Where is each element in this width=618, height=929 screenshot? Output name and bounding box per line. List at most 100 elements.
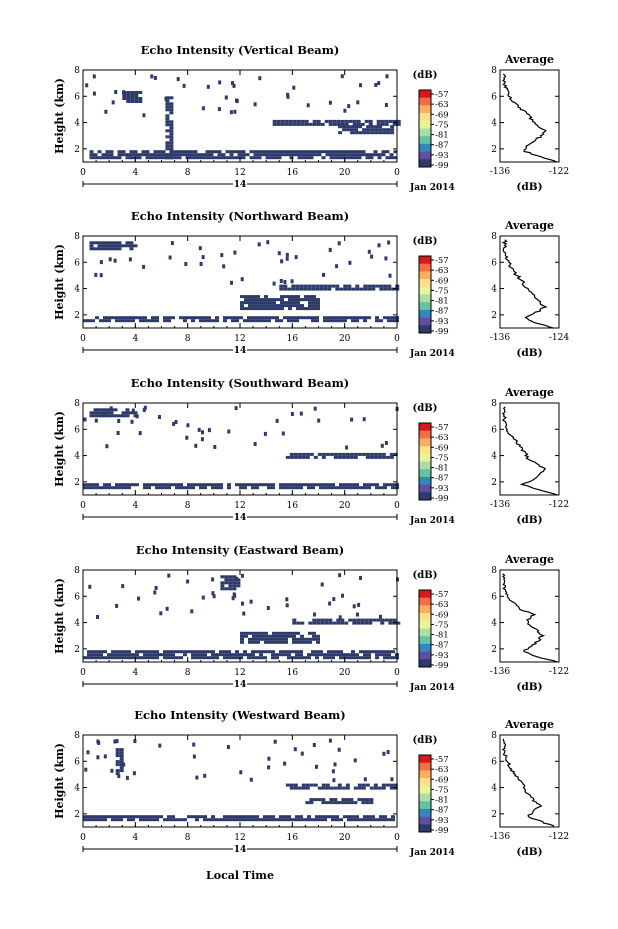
echo-cell: [361, 153, 366, 157]
date-label: Jan 2014: [409, 516, 455, 526]
echo-cell: [293, 153, 298, 157]
echo-cell: [195, 316, 199, 320]
echo-cell: [135, 650, 139, 654]
echo-cell: [300, 640, 304, 644]
colorbar-tick-label: -75: [435, 120, 449, 130]
echo-cell: [187, 483, 191, 487]
echo-cell: [285, 597, 289, 602]
echo-cell: [171, 815, 175, 819]
echo-cell: [375, 319, 379, 323]
echo-cell: [192, 754, 196, 759]
echo-cell: [113, 414, 118, 418]
echo-cell: [319, 650, 323, 654]
echo-cell: [89, 153, 94, 157]
echo-cell: [115, 739, 119, 744]
echo-cell: [195, 656, 199, 660]
echo-cell: [355, 287, 360, 291]
echo-cell: [307, 815, 311, 819]
echo-cell: [211, 815, 215, 819]
echo-cell: [220, 253, 224, 258]
echo-cell: [368, 621, 373, 625]
echo-cell: [300, 304, 304, 308]
echo-cell: [171, 316, 175, 320]
echo-cell: [91, 818, 95, 822]
echo-cell: [353, 758, 357, 763]
colorbar-segment: [419, 613, 431, 622]
echo-cell: [356, 119, 361, 123]
x-tick-label: 8: [185, 501, 191, 511]
echo-cell: [228, 578, 233, 582]
echo-cell: [159, 483, 163, 487]
echo-cell: [99, 818, 103, 822]
echo-cell: [292, 618, 297, 622]
echo-cell: [259, 319, 263, 323]
echo-cell: [276, 122, 281, 126]
colorbar-tick-label: -87: [435, 141, 449, 151]
echo-cell: [381, 783, 386, 787]
echo-cell: [261, 153, 266, 157]
echo-cell: [186, 579, 190, 584]
echo-cell: [289, 150, 294, 154]
echo-cell: [396, 621, 401, 625]
echo-cell: [153, 156, 158, 160]
echo-cell: [151, 483, 155, 487]
echo-cell: [115, 751, 120, 755]
echo-cell: [255, 815, 259, 819]
echo-cell: [95, 656, 99, 660]
echo-cell: [183, 319, 187, 323]
echo-cell: [211, 656, 215, 660]
echo-cell: [165, 102, 170, 106]
echo-cell: [139, 815, 143, 819]
echo-cell: [304, 307, 308, 311]
echo-cell: [150, 74, 154, 79]
colorbar-tick-label: -81: [435, 464, 449, 474]
echo-cell: [183, 653, 187, 657]
echo-cell: [345, 783, 350, 787]
echo-cell: [368, 122, 373, 126]
echo-cell: [315, 650, 319, 654]
echo-cell: [375, 650, 379, 654]
echo-cell: [157, 150, 162, 154]
echo-cell: [163, 319, 167, 323]
echo-cell: [119, 760, 124, 764]
echo-cell: [321, 455, 326, 459]
echo-cell: [355, 656, 359, 660]
colorbar-segment: [419, 159, 431, 168]
echo-cell: [390, 125, 395, 129]
echo-cell: [323, 284, 328, 288]
echo-cell: [243, 319, 247, 323]
echo-cell: [131, 316, 135, 320]
echo-cell: [297, 452, 302, 456]
echo-cell: [244, 307, 248, 311]
echo-cell: [358, 131, 363, 135]
echo-cell: [101, 411, 106, 415]
echo-cell: [336, 618, 341, 622]
echo-cell: [323, 483, 327, 487]
echo-cell: [370, 131, 375, 135]
colorbar-segment: [419, 430, 431, 439]
echo-cell: [105, 411, 110, 415]
echo-cell: [360, 618, 365, 622]
echo-cell: [355, 316, 359, 320]
echo-cell: [191, 815, 195, 819]
echo-cell: [308, 298, 312, 302]
echo-cell: [389, 455, 394, 459]
echo-cell: [301, 786, 306, 790]
echo-cell: [235, 99, 239, 104]
echo-cell: [125, 411, 130, 415]
echo-cell: [107, 319, 111, 323]
colorbar-tick-label: -69: [435, 110, 449, 120]
y-tick-label: 4: [74, 285, 80, 295]
echo-cell: [279, 483, 283, 487]
colorbar-segment: [419, 113, 431, 122]
echo-cell: [183, 650, 187, 654]
echo-cell: [275, 818, 279, 822]
echo-cell: [175, 650, 179, 654]
echo-cell: [319, 483, 323, 487]
echo-cell: [340, 119, 345, 123]
echo-cell: [239, 656, 243, 660]
echo-cell: [233, 109, 237, 114]
echo-cell: [361, 783, 366, 787]
y-tick-label: 4: [74, 784, 80, 794]
x-tick-label: 4: [132, 334, 138, 344]
